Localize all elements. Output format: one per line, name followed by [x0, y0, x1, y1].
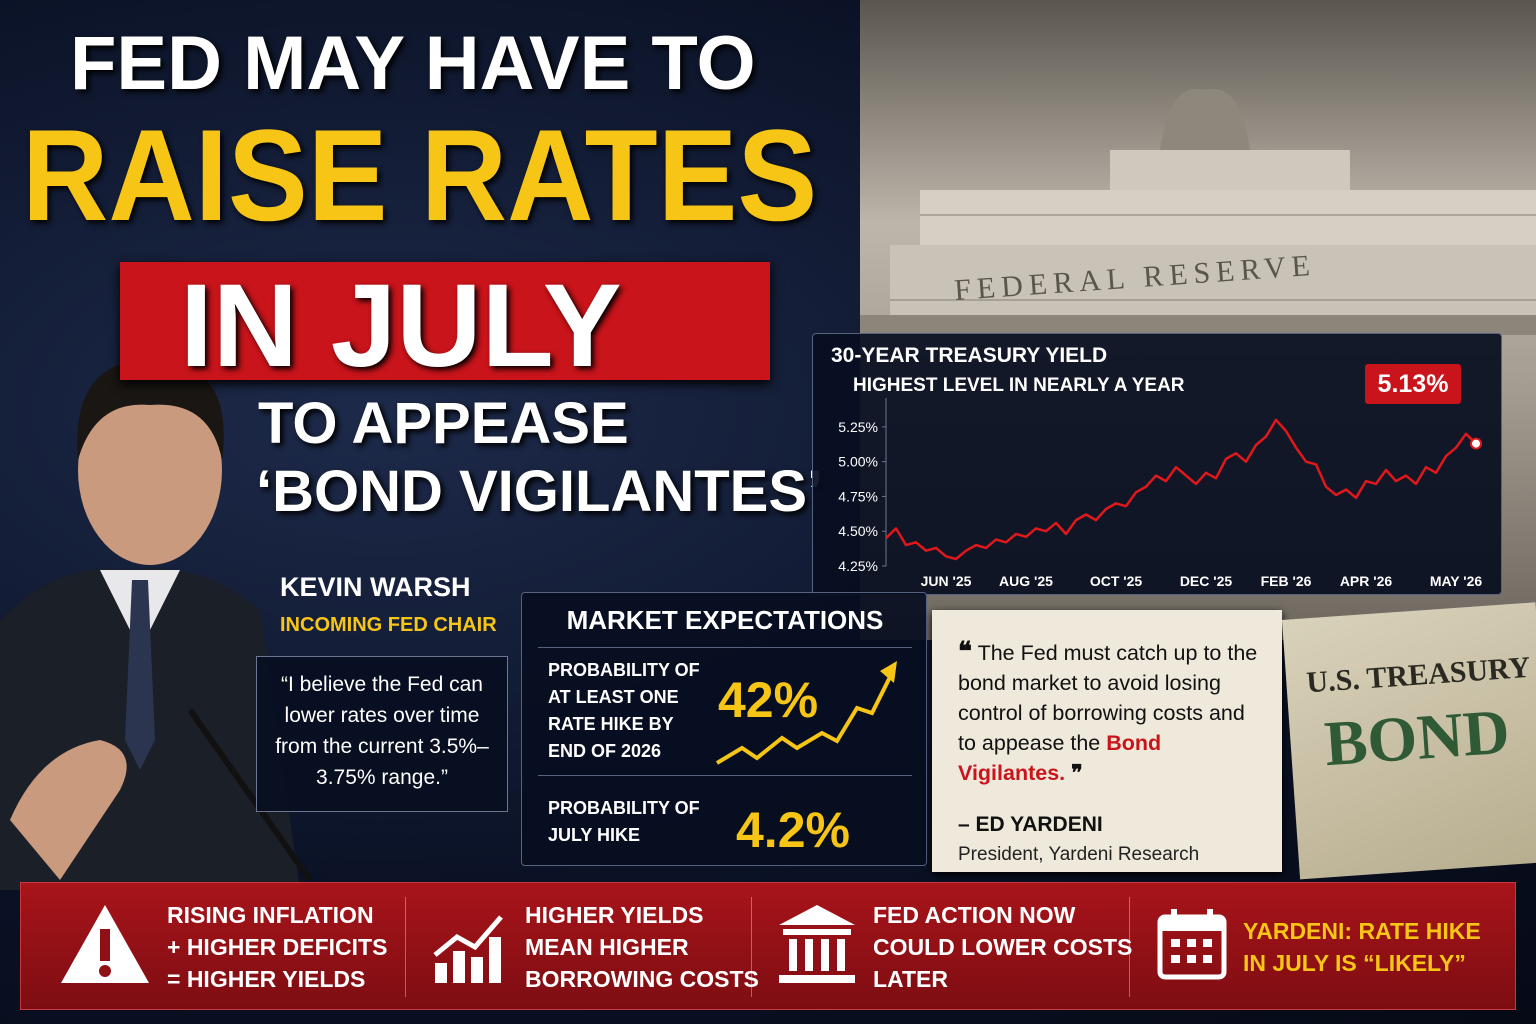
y-tick-label: 5.00% [838, 454, 878, 470]
x-tick-label: AUG '25 [999, 573, 1053, 589]
x-tick-label: MAY '26 [1430, 573, 1483, 589]
footer-line: FED ACTION NOW [873, 902, 1076, 928]
footer-bar: RISING INFLATION + HIGHER DEFICITS = HIGHE… [20, 882, 1516, 1010]
line-series [885, 418, 1477, 561]
divider [538, 775, 912, 776]
building-photo: FEDERAL RESERVE [860, 0, 1536, 640]
annotation: 5.13% [1378, 370, 1449, 398]
footer-line: LATER [873, 966, 948, 992]
headline-line: TO APPEASE [258, 391, 629, 456]
headline-line: ‘BOND VIGILANTES’ [256, 459, 824, 524]
footer-item: RISING INFLATION + HIGHER DEFICITS = HIGHE… [167, 899, 387, 995]
headline-line: RAISE RATES [22, 102, 818, 248]
bond-text: U.S. TREASURY [1305, 650, 1532, 700]
headline-highlight [120, 262, 770, 380]
bank-icon [779, 905, 855, 983]
x-tick-label: OCT '25 [1090, 573, 1143, 589]
footer-line: BORROWING COSTS [525, 966, 759, 992]
person-quote: “I believe the Fed can lower rates over … [256, 656, 508, 812]
quote-text: The Fed must catch up to the bond market… [958, 641, 1258, 755]
x-tick-label: DEC '25 [1180, 573, 1233, 589]
y-tick-label: 4.75% [838, 488, 878, 504]
footer-item: HIGHER YIELDS MEAN HIGHER BORROWING COSTS [525, 899, 759, 995]
person-photo [0, 360, 313, 890]
chart-subtitle: HIGHEST LEVEL IN NEARLY A YEAR [853, 375, 1185, 396]
label-line: PROBABILITY OF [548, 798, 700, 818]
footer-line: + HIGHER DEFICITS [167, 934, 388, 960]
footer-line: YARDENI: RATE HIKE [1243, 918, 1481, 944]
bond-note: U.S. TREASURY BOND [1282, 602, 1536, 880]
footer-line: MEAN HIGHER [525, 934, 689, 960]
footer-line: = HIGHER YIELDS [167, 966, 366, 992]
x-tick-label: FEB '26 [1261, 573, 1312, 589]
footer-line: RISING INFLATION [167, 902, 374, 928]
person-role: INCOMING FED CHAIR [280, 614, 497, 636]
headline-line: IN JULY [180, 260, 622, 392]
chart-title: 30-YEAR TREASURY YIELD [831, 344, 1107, 367]
separator [1129, 897, 1130, 997]
label-line: JULY HIKE [548, 825, 641, 845]
label-line: END OF 2026 [548, 741, 662, 761]
building-art: FEDERAL RESERVE [860, 88, 1536, 335]
x-tick-label: JUN '25 [921, 573, 972, 589]
footer-line: IN JULY IS “LIKELY” [1243, 950, 1466, 976]
quote-attribution: – ED YARDENI [958, 813, 1103, 836]
separator [751, 897, 752, 997]
bond-text: BOND [1322, 695, 1512, 780]
market-label: PROBABILITY OF AT LEAST ONE RATE HIKE BY… [548, 657, 700, 765]
y-tick-label: 4.25% [838, 558, 878, 574]
y-tick-label: 5.25% [838, 419, 878, 435]
quote-mark: ❝ [958, 636, 972, 666]
yardeni-quote-card: ❝ The Fed must catch up to the bond mark… [932, 610, 1282, 872]
market-label: PROBABILITY OF JULY HIKE [548, 795, 700, 849]
market-title: MARKET EXPECTATIONS [566, 605, 884, 635]
market-panel: MARKET EXPECTATIONS PROBABILITY OF AT LE… [521, 592, 927, 866]
x-tick-label: APR '26 [1340, 573, 1393, 589]
headline-line: FED MAY HAVE TO [70, 21, 756, 106]
chart: 30-YEAR TREASURY YIELD HIGHEST LEVEL IN … [831, 344, 1483, 589]
footer-line: COULD LOWER COSTS [873, 934, 1133, 960]
quote-role: President, Yardeni Research [958, 844, 1200, 865]
market-value: 4.2% [736, 802, 850, 858]
label-line: RATE HIKE BY [548, 714, 674, 734]
footer-item: FED ACTION NOW COULD LOWER COSTS LATER [873, 899, 1132, 995]
label-line: AT LEAST ONE [548, 687, 679, 707]
trend-arrow [715, 661, 897, 765]
y-tick-label: 4.50% [838, 523, 878, 539]
chart-panel: 30-YEAR TREASURY YIELD HIGHEST LEVEL IN … [812, 333, 1502, 595]
footer-item: YARDENI: RATE HIKE IN JULY IS “LIKELY” [1243, 915, 1481, 979]
calendar-icon [1157, 909, 1227, 980]
footer-line: HIGHER YIELDS [525, 902, 704, 928]
separator [405, 897, 406, 997]
divider [538, 647, 912, 648]
warning-icon [61, 905, 149, 983]
annotation-box [1365, 364, 1461, 404]
person-name: KEVIN WARSH [280, 572, 471, 602]
growth-icon [433, 915, 503, 983]
quote-mark: ❞ [1071, 761, 1083, 785]
market-value: 42% [718, 672, 819, 728]
end-point [1470, 437, 1482, 450]
label-line: PROBABILITY OF [548, 660, 700, 680]
quote-highlight: Bond Vigilantes. [958, 731, 1162, 785]
